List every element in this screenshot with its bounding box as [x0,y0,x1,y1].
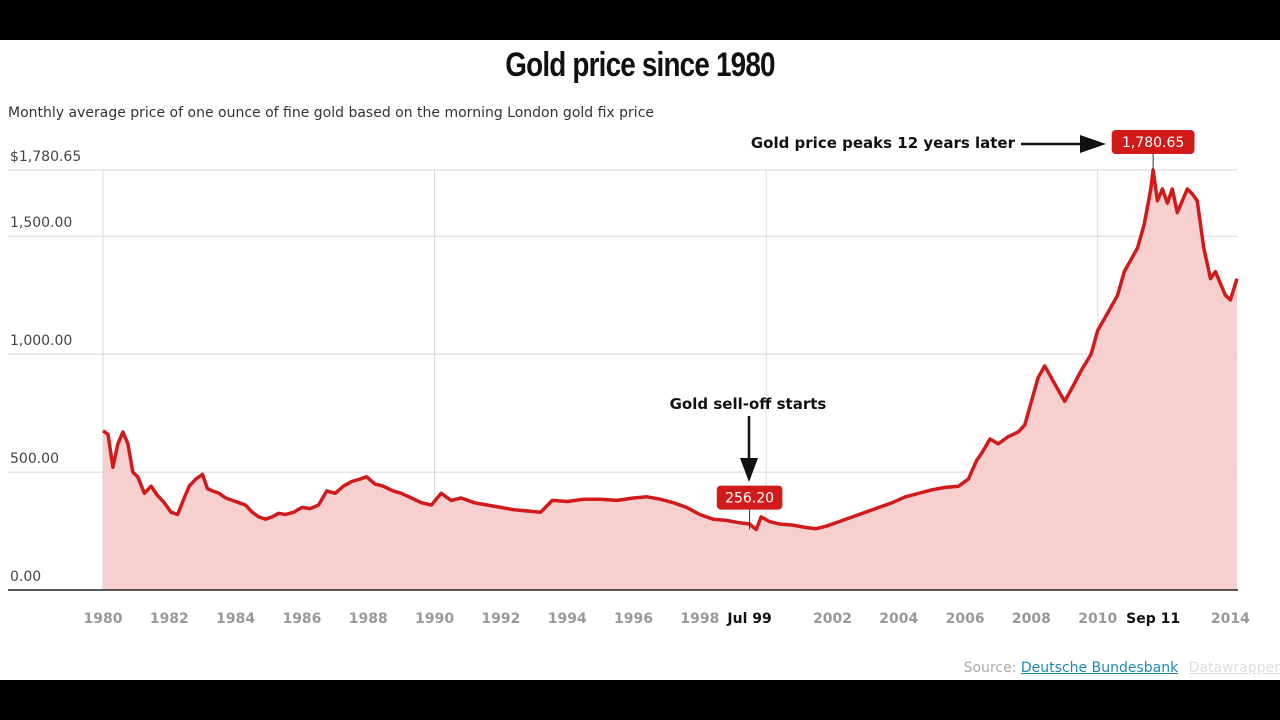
annotation-peak: Gold price peaks 12 years later [751,134,1016,152]
y-tick-label: 500.00 [10,451,59,467]
x-tick-label: 1996 [614,611,653,627]
annotation-selloff: Gold sell-off starts [670,395,827,413]
x-highlight-label: Jul 99 [726,611,771,627]
price-area [103,170,1237,590]
y-tick-label: 1,500.00 [10,215,72,231]
peak-arrowhead [1080,135,1106,153]
x-tick-label: 1992 [481,611,520,627]
brand-link[interactable]: Datawrapper [1188,660,1280,676]
source-credit: Source: Deutsche Bundesbank Datawrapper [964,660,1280,676]
x-tick-label: 1982 [150,611,189,627]
x-tick-label: 1994 [548,611,587,627]
data-label-badge [716,485,783,510]
x-axis-labels: 1980 1982 1984 1986 1988 1990 1992 1994 1996 1998… [84,611,1251,627]
y-tick-label: 0.00 [10,569,41,585]
chart-title: Gold price since 1980 [505,46,775,84]
x-tick-label: 1988 [349,611,388,627]
data-label-markers: 256.20 1,780.65 [716,130,1195,530]
y-tick-label: 1,000.00 [10,333,72,349]
x-tick-label: 1980 [84,611,123,627]
data-label-badge [1111,130,1195,154]
data-label-text: 1,780.65 [1122,135,1184,151]
x-tick-label: 2002 [813,611,852,627]
selloff-arrowhead [740,458,758,482]
x-tick-label: 2014 [1211,611,1250,627]
source-label: Source: [963,660,1017,676]
x-tick-label: 2010 [1078,611,1117,627]
source-link[interactable]: Deutsche Bundesbank [1020,660,1179,676]
chart-figure: 0.00 500.00 1,000.00 1,500.00 $1,780.65 1980… [0,40,1280,680]
x-tick-label: 2008 [1012,611,1051,627]
y-axis-labels: 0.00 500.00 1,000.00 1,500.00 $1,780.65 [10,149,81,585]
x-tick-label: 1990 [415,611,454,627]
x-tick-label: 1998 [680,611,719,627]
x-highlight-label: Sep 11 [1126,611,1180,627]
x-tick-label: 1986 [282,611,321,627]
x-tick-label: 2004 [879,611,918,627]
x-tick-label: 2006 [946,611,985,627]
price-line [101,168,1239,532]
chart-subtitle: Monthly average price of one ounce of fi… [8,105,655,121]
x-tick-label: 1984 [216,611,255,627]
data-label-text: 256.20 [725,491,774,507]
y-tick-label: $1,780.65 [10,149,81,165]
chart-svg: 0.00 500.00 1,000.00 1,500.00 $1,780.65 1980… [8,130,1251,627]
